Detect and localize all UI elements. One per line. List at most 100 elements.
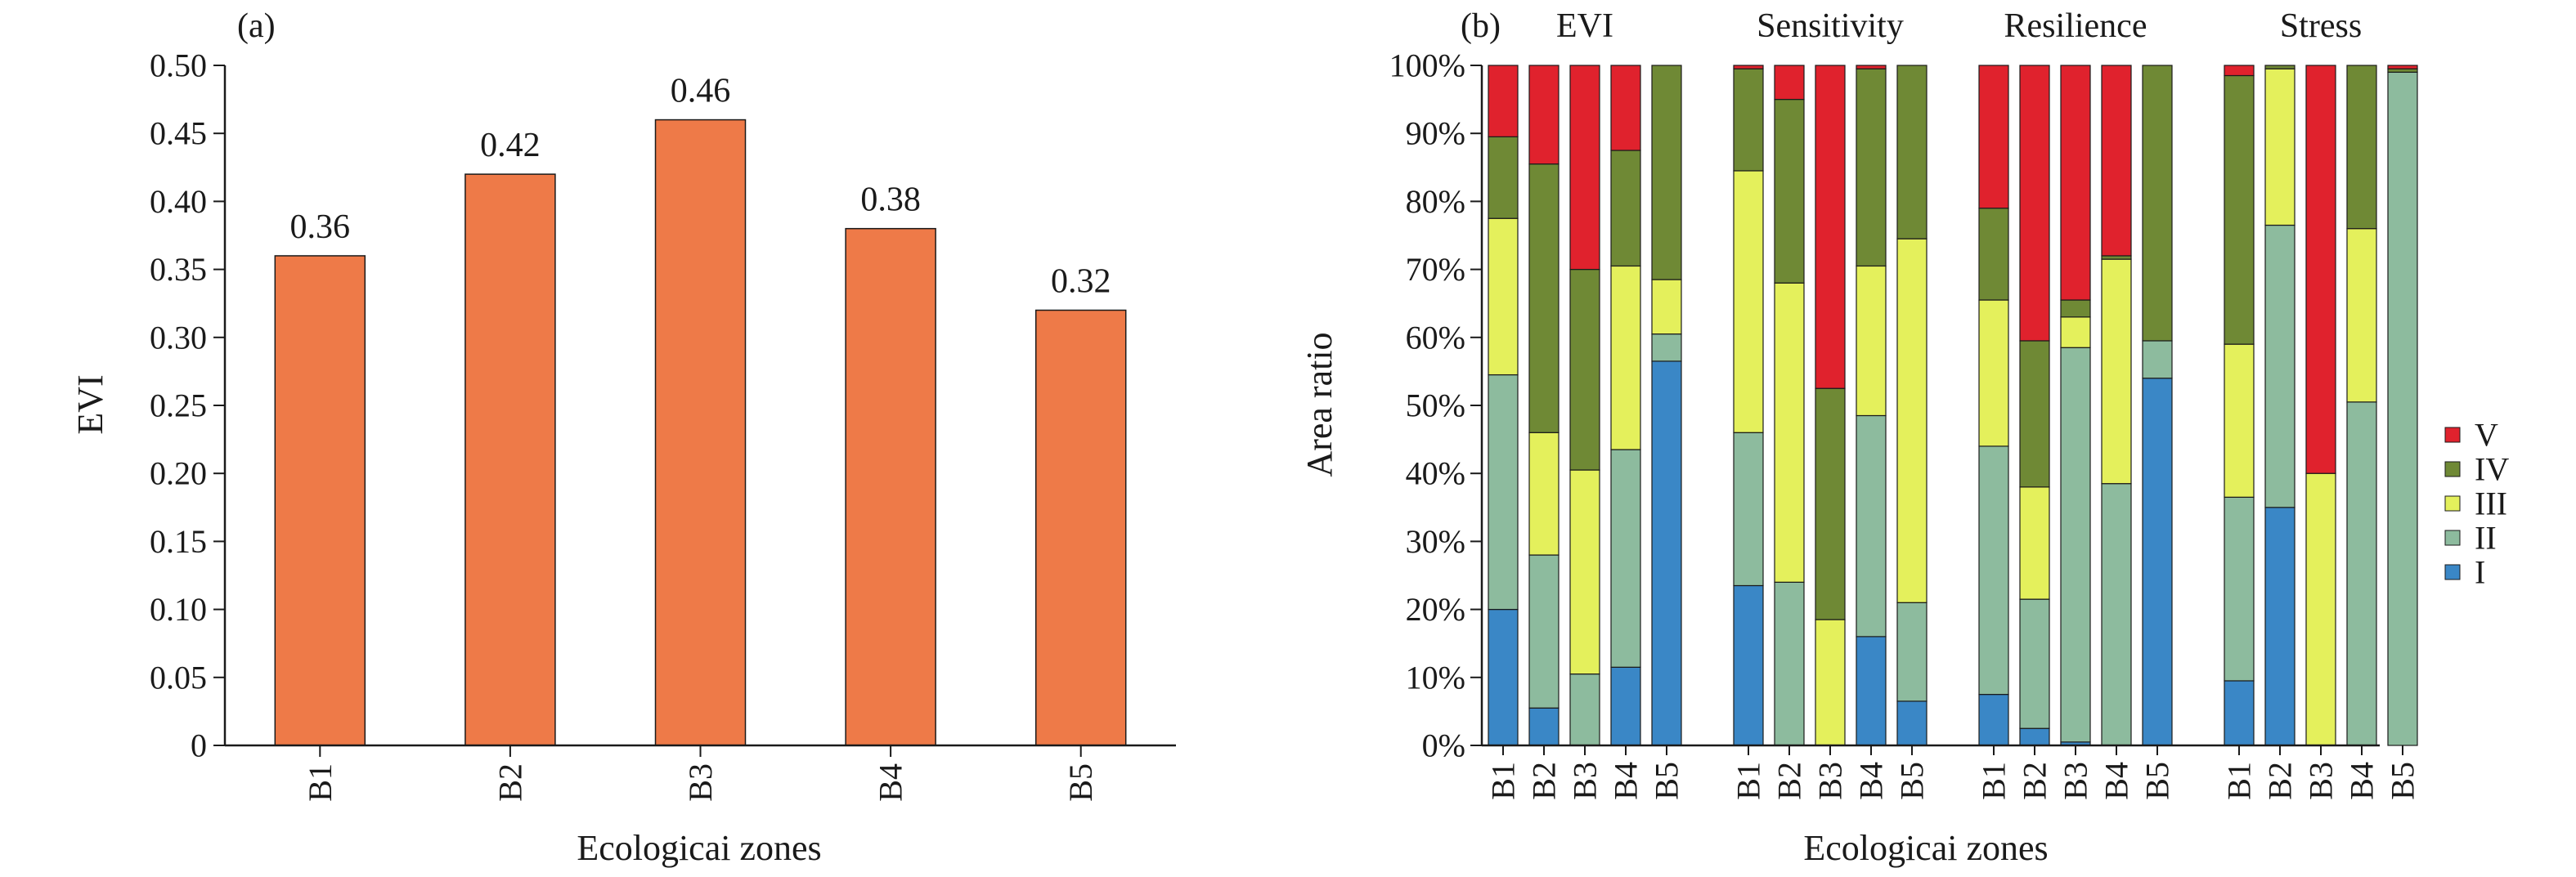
segment-EVI-B2-II xyxy=(1528,554,1560,709)
panel-b-axes: B1 B2 B3 B4 B5 B1 B2 B3 B4 B5 B1 B2 B3 B4 B5 B1 B2 B3 B4 B5… xyxy=(1389,47,2421,800)
y-tick-label: 0% xyxy=(1422,727,1465,764)
panel-a-label: (a) xyxy=(237,7,276,45)
segment-Resilience-B2-IV xyxy=(2019,340,2050,488)
segment-Sensitivity-B5-IV xyxy=(1896,65,1928,239)
segment-Resilience-B4-V xyxy=(2101,65,2132,257)
y-tick-label: 0.50 xyxy=(150,47,207,84)
segment-Sensitivity-B1-V xyxy=(1733,65,1764,69)
legend-label-IV: IV xyxy=(2475,451,2509,488)
segment-Sensitivity-B5-I xyxy=(1896,700,1928,746)
y-tick-label: 60% xyxy=(1406,319,1465,356)
evi-data-label-B3: 0.46 xyxy=(671,73,731,110)
legend-swatch-III xyxy=(2444,495,2461,512)
segment-EVI-B1-I xyxy=(1488,608,1519,746)
segment-EVI-B4-I xyxy=(1610,666,1641,746)
evi-bar-B1 xyxy=(274,255,366,746)
segment-Stress-B3-III xyxy=(2305,472,2336,746)
x-tick-label-Resilience-B4: B4 xyxy=(2098,762,2135,800)
segment-Sensitivity-B2-III xyxy=(1774,282,1805,583)
segment-Resilience-B3-V xyxy=(2060,65,2091,301)
evi-bar-B2 xyxy=(464,173,556,746)
x-tick-label-Resilience-B3: B3 xyxy=(2058,762,2094,800)
y-tick-label: 0 xyxy=(191,727,207,764)
segment-Sensitivity-B3-IV xyxy=(1815,387,1846,620)
legend-label-V: V xyxy=(2475,417,2498,454)
segment-Sensitivity-B2-V xyxy=(1774,65,1805,101)
segment-Stress-B1-V xyxy=(2224,65,2255,77)
segment-Stress-B1-I xyxy=(2224,680,2255,746)
segment-EVI-B5-I xyxy=(1651,360,1682,746)
evi-data-label-B4: 0.38 xyxy=(860,181,921,219)
x-tick-label-B3: B3 xyxy=(682,763,719,802)
segment-Resilience-B1-I xyxy=(1978,693,2009,746)
y-tick-label: 0.45 xyxy=(150,115,207,152)
panel-a-x-axis-title: Ecologicai zones xyxy=(577,828,821,868)
group-title-1: Sensitivity xyxy=(1757,7,1904,45)
segment-Stress-B2-IV xyxy=(2264,65,2296,69)
segment-Sensitivity-B2-IV xyxy=(1774,98,1805,284)
y-tick-label: 0.05 xyxy=(150,659,207,696)
segment-Stress-B4-II xyxy=(2346,401,2377,746)
segment-Resilience-B5-IV xyxy=(2142,65,2173,342)
x-tick-label-EVI-B4: B4 xyxy=(1608,762,1645,800)
x-tick-label-Resilience-B1: B1 xyxy=(1976,762,2013,800)
segment-Resilience-B2-I xyxy=(2019,727,2050,746)
y-tick-label: 10% xyxy=(1406,659,1465,696)
y-tick-label: 0.40 xyxy=(150,183,207,220)
y-tick-label: 0.10 xyxy=(150,591,207,628)
segment-Resilience-B1-II xyxy=(1978,445,2009,696)
panel-b-y-axis-title: Area ratio xyxy=(1299,332,1340,477)
x-tick-label-Sensitivity-B4: B4 xyxy=(1853,762,1890,800)
segment-Stress-B2-I xyxy=(2264,507,2296,746)
segment-Resilience-B5-II xyxy=(2142,340,2173,379)
segment-Stress-B5-IV xyxy=(2387,68,2418,73)
group-title-0: EVI xyxy=(1556,7,1613,45)
evi-data-label-B2: 0.42 xyxy=(480,127,541,164)
x-tick-label-EVI-B3: B3 xyxy=(1567,762,1604,800)
segment-Sensitivity-B4-III xyxy=(1856,265,1887,417)
segment-Sensitivity-B3-V xyxy=(1815,65,1846,389)
panel-b-label: (b) xyxy=(1461,7,1501,45)
segment-EVI-B5-IV xyxy=(1651,65,1682,280)
segment-EVI-B3-III xyxy=(1569,469,1600,675)
y-tick-label: 0.35 xyxy=(150,251,207,288)
y-tick-label: 0.15 xyxy=(150,523,207,560)
y-tick-label: 50% xyxy=(1406,387,1465,424)
evi-bar-B4 xyxy=(845,227,936,746)
panel-a-bars: 0.36 0.42 0.46 0.38 0.32 xyxy=(274,73,1127,746)
x-tick-label-Stress-B2: B2 xyxy=(2262,762,2299,800)
x-tick-label-Resilience-B5: B5 xyxy=(2139,762,2176,800)
legend-label-II: II xyxy=(2475,520,2497,557)
segment-Stress-B4-III xyxy=(2346,228,2377,403)
segment-EVI-B2-IV xyxy=(1528,163,1560,433)
x-tick-label-Stress-B5: B5 xyxy=(2385,762,2421,800)
x-tick-label-Resilience-B2: B2 xyxy=(2017,762,2053,800)
segment-Stress-B3-V xyxy=(2305,65,2336,474)
evi-bar-B5 xyxy=(1034,309,1127,746)
segment-EVI-B3-V xyxy=(1569,65,1600,271)
evi-bar-B3 xyxy=(654,119,747,746)
y-tick-label: 0.25 xyxy=(150,387,207,424)
panel-a-y-axis-title: EVI xyxy=(70,374,110,434)
legend-swatch-IV xyxy=(2444,461,2461,477)
segment-Stress-B5-II xyxy=(2387,71,2418,746)
segment-EVI-B4-III xyxy=(1610,265,1641,450)
legend-label-III: III xyxy=(2475,485,2507,522)
x-tick-label-Sensitivity-B3: B3 xyxy=(1812,762,1849,800)
segment-Sensitivity-B4-I xyxy=(1856,636,1887,746)
segment-Sensitivity-B1-II xyxy=(1733,432,1764,587)
segment-Resilience-B5-I xyxy=(2142,378,2173,746)
segment-Stress-B4-IV xyxy=(2346,65,2377,230)
x-tick-label-B4: B4 xyxy=(873,763,909,802)
segment-Sensitivity-B4-IV xyxy=(1856,68,1887,267)
segment-EVI-B1-V xyxy=(1488,65,1519,137)
segment-Resilience-B4-IV xyxy=(2101,255,2132,260)
x-tick-label-EVI-B1: B1 xyxy=(1485,762,1522,800)
x-tick-label-B2: B2 xyxy=(491,763,528,802)
y-tick-label: 0.20 xyxy=(150,455,207,492)
legend-label-I: I xyxy=(2475,554,2485,591)
segment-Resilience-B2-II xyxy=(2019,598,2050,729)
x-tick-label-Stress-B1: B1 xyxy=(2221,762,2258,800)
